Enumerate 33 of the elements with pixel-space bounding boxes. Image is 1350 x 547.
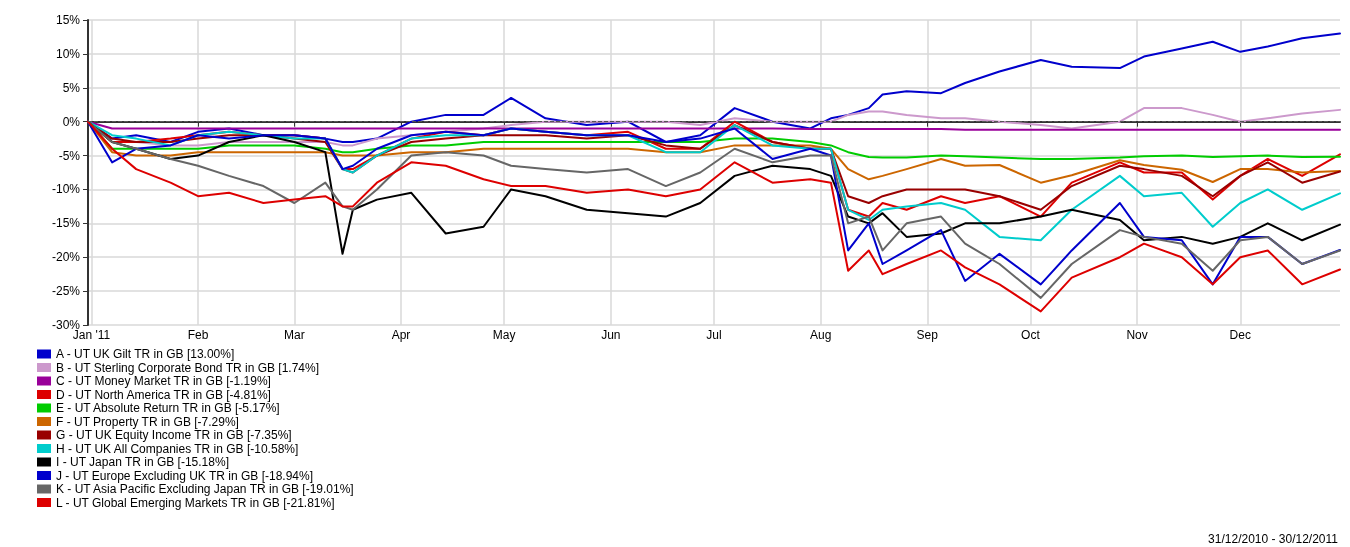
- x-tick-label: Oct: [1021, 328, 1041, 342]
- y-tick-label: -20%: [51, 250, 81, 265]
- x-tick-label: Dec: [1229, 328, 1251, 342]
- x-tick-label: Mar: [284, 328, 305, 342]
- x-tick-label: Nov: [1126, 328, 1148, 342]
- x-tick-label: Jul: [706, 328, 722, 342]
- x-tick-label: Jun: [601, 328, 621, 342]
- x-tick-label: May: [492, 328, 516, 342]
- legend-label: J - UT Europe Excluding UK TR in GB [-18.94%]: [56, 468, 313, 483]
- legend-label: I - UT Japan TR in GB [-15.18%]: [56, 455, 229, 469]
- legend-label: H - UT UK All Companies TR in GB [-10.58%]: [56, 441, 299, 456]
- y-tick-label: -15%: [51, 216, 81, 231]
- y-tick-label: -25%: [51, 284, 81, 299]
- legend-label: F - UT Property TR in GB [-7.29%]: [56, 414, 239, 429]
- y-tick-label: 10%: [55, 46, 81, 61]
- y-tick-label: -5%: [58, 148, 81, 163]
- y-tick-label: -10%: [51, 182, 81, 197]
- legend-label: K - UT Asia Pacific Excluding Japan TR in GB [-19.01%]: [56, 482, 354, 496]
- legend-label: D - UT North America TR in GB [-4.81%]: [56, 387, 271, 402]
- legend-label: E - UT Absolute Return TR in GB [-5.17%]: [56, 401, 280, 415]
- legend-label: B - UT Sterling Corporate Bond TR in GB [1.74%]: [56, 360, 320, 375]
- legend-label: G - UT UK Equity Income TR in GB [-7.35%]: [56, 428, 292, 442]
- x-tick-label: Sep: [916, 328, 939, 342]
- legend-label: C - UT Money Market TR in GB [-1.19%]: [56, 374, 271, 388]
- y-tick-label: 0%: [62, 114, 81, 129]
- y-tick-label: 15%: [55, 13, 81, 27]
- text: 31/12/2010 - 30/12/2011: [1208, 532, 1339, 546]
- x-tick-label: Aug: [809, 328, 832, 342]
- x-tick-label: Feb: [187, 328, 209, 342]
- legend-label: L - UT Global Emerging Markets TR in GB [-21.81%]: [56, 495, 335, 510]
- x-tick-label: Apr: [391, 328, 411, 342]
- legend-label: A - UT UK Gilt TR in GB [13.00%]: [56, 347, 235, 361]
- y-tick-label: 5%: [62, 80, 81, 95]
